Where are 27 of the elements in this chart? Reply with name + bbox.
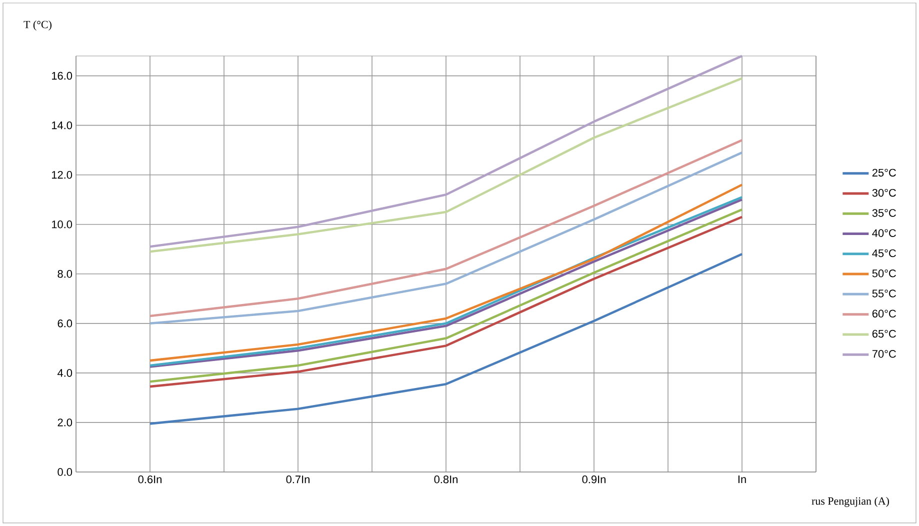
legend-label: 65°C xyxy=(872,330,896,338)
x-tick-label: 0.8In xyxy=(434,476,458,484)
legend-label: 45°C xyxy=(872,249,896,258)
y-tick-label: 10.0 xyxy=(52,220,72,228)
legend-label: 25°C xyxy=(872,168,896,177)
y-tick-label: 4.0 xyxy=(58,369,72,377)
x-axis-title: rus Pengujian (A) xyxy=(812,497,889,507)
y-axis-title: T (°C) xyxy=(24,20,52,30)
legend-label: 70°C xyxy=(872,350,896,358)
y-tick-label: 14.0 xyxy=(52,121,72,130)
y-tick-label: 12.0 xyxy=(52,170,72,179)
line-series xyxy=(148,252,744,425)
y-tick-label: 2.0 xyxy=(58,418,72,426)
x-tick-label: 0.6In xyxy=(138,476,162,484)
legend-label: 40°C xyxy=(872,229,896,237)
legend-label: 30°C xyxy=(872,188,896,197)
legend-label: 60°C xyxy=(872,310,896,318)
x-tick-label: In xyxy=(738,476,746,484)
y-tick-label: 8.0 xyxy=(58,270,72,278)
legend-label: 50°C xyxy=(872,269,896,278)
y-tick-label: 0.0 xyxy=(58,468,72,476)
x-tick-label: 0.7In xyxy=(286,476,310,484)
x-tick-label: 0.9In xyxy=(582,476,606,484)
legend-label: 35°C xyxy=(872,209,896,217)
y-tick-label: 6.0 xyxy=(58,320,72,328)
y-tick-label: 16.0 xyxy=(52,72,72,80)
legend-label: 55°C xyxy=(872,290,896,298)
